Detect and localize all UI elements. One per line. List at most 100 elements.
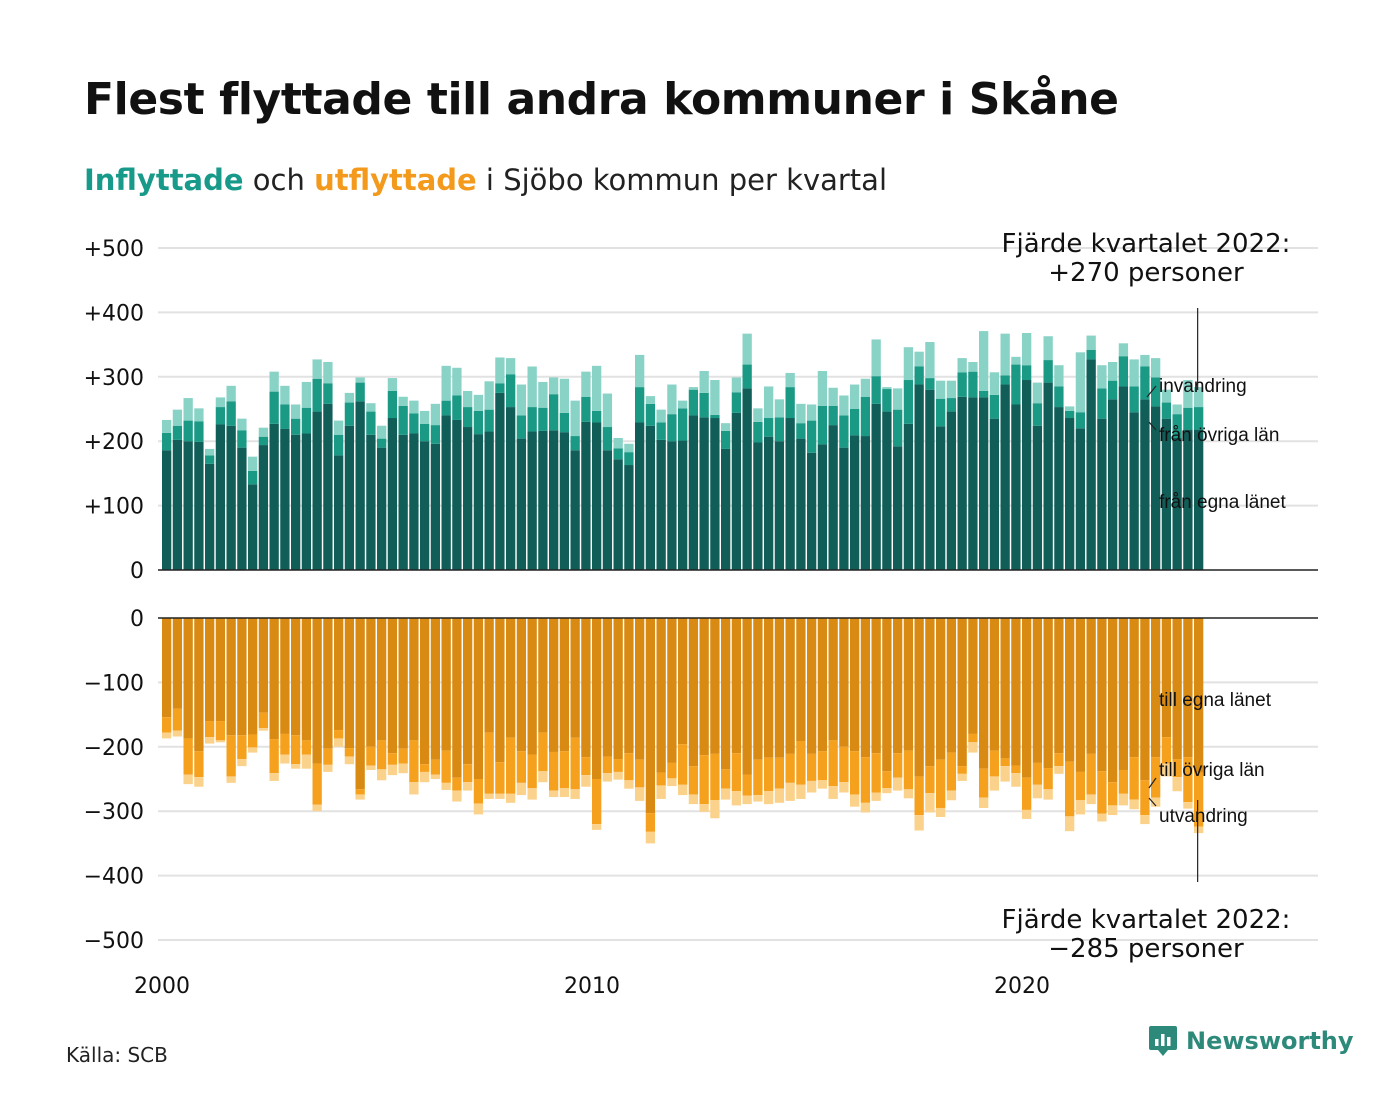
bar-out-other — [559, 751, 570, 789]
bar-in-immig — [334, 420, 344, 435]
bar-in-own — [409, 433, 419, 570]
bar-in-immig — [312, 359, 322, 379]
bar-in-other — [1118, 356, 1129, 387]
logo-text: Newsworthy — [1186, 1027, 1354, 1055]
bar-in-immig — [936, 380, 946, 399]
bar-in-own — [334, 455, 344, 570]
bar-in-own — [946, 411, 957, 570]
bar-out-own — [334, 618, 344, 731]
bar-out-own — [194, 618, 204, 752]
bar-out-emig — [764, 791, 774, 805]
bar-in-immig — [570, 400, 580, 437]
bar-out-emig — [484, 793, 494, 799]
bar-out-own — [506, 618, 516, 738]
bar-in-own — [248, 484, 258, 570]
bar-in-immig — [624, 443, 634, 453]
bar-out-other — [656, 772, 666, 786]
bar-in-other — [613, 448, 623, 460]
bar-out-emig — [334, 738, 344, 747]
bar-out-other — [355, 789, 365, 795]
bar-in-other — [1129, 386, 1139, 413]
bar-in-immig — [301, 381, 312, 408]
bar-out-other — [194, 751, 204, 778]
bar-out-other — [667, 762, 677, 779]
bar-in-own — [1183, 429, 1193, 570]
bar-in-other — [1097, 388, 1107, 419]
bar-in-own — [785, 418, 795, 570]
bar-out-other — [334, 730, 344, 739]
y-tick-label-upper: +500 — [84, 237, 144, 262]
bar-out-own — [1011, 618, 1021, 766]
bar-out-emig — [312, 804, 322, 812]
bar-in-other — [592, 410, 602, 423]
bar-out-other — [1097, 771, 1107, 814]
bar-out-emig — [946, 790, 957, 801]
bar-out-own — [237, 618, 247, 736]
bar-out-emig — [1194, 826, 1204, 834]
bar-in-own — [710, 418, 720, 570]
bar-out-own — [989, 618, 1000, 751]
bar-out-other — [785, 753, 795, 783]
bar-in-other — [409, 413, 419, 434]
bar-in-other — [473, 410, 484, 435]
newsworthy-logo[interactable]: Newsworthy — [1148, 1024, 1354, 1058]
bar-in-own — [1172, 437, 1182, 570]
bar-out-emig — [613, 771, 623, 780]
bar-in-own — [656, 439, 666, 570]
bar-out-emig — [979, 797, 989, 808]
bar-out-other — [1172, 759, 1182, 778]
bar-in-immig — [592, 365, 602, 411]
bar-in-own — [1054, 407, 1064, 570]
bar-out-emig — [1075, 800, 1086, 815]
bar-out-other — [301, 740, 312, 755]
bar-out-emig — [1000, 766, 1010, 782]
bar-in-immig — [871, 339, 881, 377]
bar-out-own — [602, 618, 613, 757]
bar-in-own — [463, 427, 473, 570]
bar-in-other — [398, 405, 408, 435]
bar-in-immig — [495, 357, 505, 384]
bar-in-immig — [764, 386, 774, 419]
bar-in-immig — [1161, 389, 1172, 403]
bar-out-other — [463, 764, 473, 783]
bar-in-immig — [1108, 361, 1118, 381]
bar-out-emig — [527, 788, 537, 800]
bar-in-other — [162, 432, 172, 451]
bar-out-other — [817, 751, 828, 781]
subtitle-outflow: utflyttade — [314, 163, 477, 197]
bar-out-own — [860, 618, 871, 758]
bar-in-own — [645, 425, 656, 570]
bar-out-own — [398, 618, 408, 749]
bar-in-own — [441, 415, 451, 570]
bar-in-other — [688, 389, 699, 416]
bar-out-emig — [1183, 802, 1193, 809]
bar-in-own — [581, 421, 591, 570]
y-tick-label-upper: +200 — [84, 430, 144, 455]
bar-in-own — [312, 411, 322, 570]
bar-out-emig — [516, 782, 527, 796]
bar-out-own — [968, 618, 978, 734]
bar-out-emig — [957, 773, 967, 781]
annotation-top-line2: +270 personer — [1048, 258, 1244, 288]
bar-in-own — [774, 441, 785, 570]
bar-in-other — [387, 390, 398, 419]
bar-out-other — [645, 813, 656, 832]
bar-out-other — [323, 748, 333, 765]
bar-in-own — [699, 417, 709, 570]
bar-out-emig — [1043, 789, 1053, 800]
bar-in-other — [495, 383, 505, 393]
bar-out-other — [968, 733, 978, 743]
bar-in-immig — [1140, 354, 1150, 367]
bar-out-other — [183, 738, 193, 775]
bar-in-immig — [914, 351, 924, 367]
bar-in-other — [785, 387, 795, 419]
bar-out-emig — [624, 780, 634, 789]
bar-out-other — [699, 755, 709, 805]
bar-out-other — [506, 737, 516, 794]
bar-out-emig — [1086, 794, 1096, 805]
bar-in-immig — [989, 372, 1000, 395]
bar-out-own — [516, 618, 527, 752]
bar-out-emig — [441, 782, 451, 790]
bar-in-other — [581, 396, 591, 422]
bar-in-immig — [667, 384, 677, 415]
